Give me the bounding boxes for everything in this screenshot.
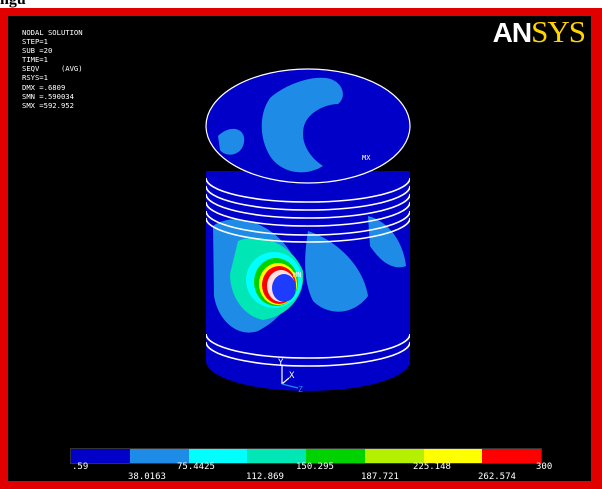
legend-band-5: [306, 449, 365, 463]
piston-model: MX MN Y X Z: [205, 68, 411, 394]
legend-label: 150.295: [296, 462, 334, 472]
legend-label: 262.574: [478, 472, 516, 481]
legend-band-4: [247, 449, 306, 463]
info-seqv: SEQV (AVG): [22, 64, 83, 74]
info-smn: SMN =.590034: [22, 91, 74, 101]
legend-band-6: [364, 449, 424, 463]
info-step: STEP=1: [22, 37, 48, 47]
partial-heading: ngu: [0, 0, 26, 8]
legend-band-1: [71, 449, 130, 463]
axis-y-label: Y: [278, 358, 284, 368]
solution-info: NODAL SOLUTION STEP=1 SUB =20 TIME=1 SEQV (A…: [22, 28, 83, 110]
legend-label: 75.4425: [177, 462, 215, 472]
graphics-viewport[interactable]: NODAL SOLUTION STEP=1 SUB =20 TIME=1 SEQV (A…: [8, 16, 591, 481]
info-title: NODAL SOLUTION: [22, 28, 83, 37]
info-sub: SUB =20: [22, 46, 53, 56]
ansys-logo: ANSYS: [492, 16, 586, 49]
contour-legend: [70, 448, 542, 464]
coordinate-triad: [281, 366, 299, 389]
axis-z-label: Z: [298, 385, 303, 394]
info-dmx: DMX =.6809: [22, 82, 66, 92]
max-marker: MX: [362, 154, 371, 162]
min-marker: MN: [293, 271, 301, 279]
piston-body: [206, 171, 410, 391]
legend-label: 300: [536, 462, 553, 472]
legend-band-7: [423, 449, 483, 463]
legend-label: 187.721: [361, 472, 399, 481]
top-strip: ngu: [0, 0, 602, 8]
legend-label: 225.148: [413, 462, 451, 472]
info-rsys: RSYS=1: [22, 73, 48, 83]
info-smx: SMX =592.952: [22, 100, 74, 110]
legend-label: .59: [72, 462, 89, 472]
info-time: TIME=1: [22, 55, 48, 65]
legend-label: 112.869: [246, 472, 284, 481]
axis-x-label: X: [289, 371, 295, 381]
window-frame: NODAL SOLUTION STEP=1 SUB =20 TIME=1 SEQV (A…: [0, 8, 602, 489]
legend-band-8: [482, 449, 541, 463]
legend-band-3: [188, 449, 248, 463]
piston-top: [205, 68, 411, 184]
legend-band-2: [129, 449, 189, 463]
legend-label: 38.0163: [128, 472, 166, 481]
